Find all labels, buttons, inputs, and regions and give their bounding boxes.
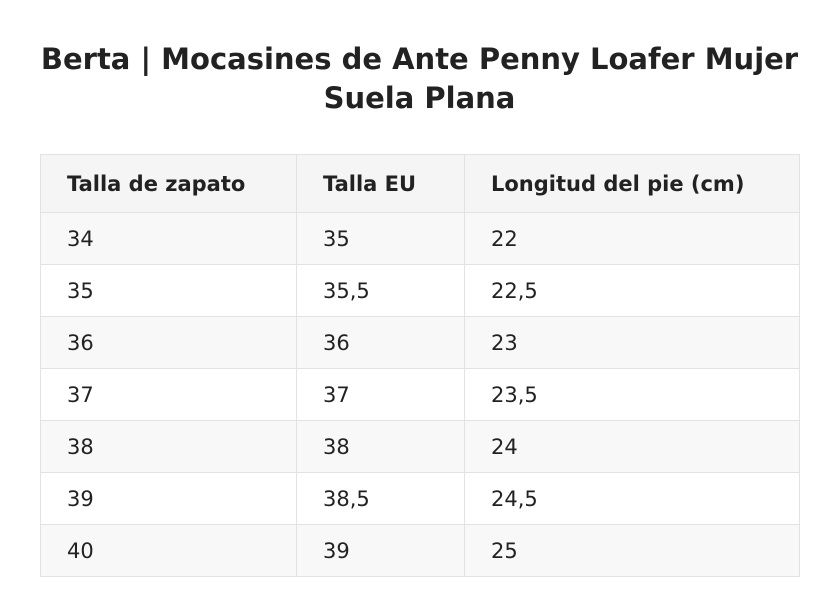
cell-shoe-size: 39 [40,472,297,525]
cell-shoe-size: 37 [40,368,297,421]
cell-foot-length: 23 [464,316,800,369]
cell-eu-size: 39 [296,524,465,577]
table-row: 38 38 24 [40,420,800,473]
cell-foot-length: 24,5 [464,472,800,525]
table-row: 36 36 23 [40,316,800,369]
cell-shoe-size: 40 [40,524,297,577]
cell-shoe-size: 35 [40,264,297,317]
table-row: 39 38,5 24,5 [40,472,800,525]
table-row: 40 39 25 [40,524,800,577]
cell-foot-length: 23,5 [464,368,800,421]
size-chart-table: Talla de zapato Talla EU Longitud del pi… [40,154,800,577]
cell-shoe-size: 36 [40,316,297,369]
cell-shoe-size: 38 [40,420,297,473]
cell-eu-size: 38,5 [296,472,465,525]
cell-eu-size: 38 [296,420,465,473]
table-row: 35 35,5 22,5 [40,264,800,317]
header-shoe-size: Talla de zapato [40,154,297,213]
table-row: 34 35 22 [40,212,800,265]
cell-eu-size: 35 [296,212,465,265]
cell-foot-length: 22,5 [464,264,800,317]
cell-foot-length: 25 [464,524,800,577]
cell-eu-size: 37 [296,368,465,421]
cell-eu-size: 35,5 [296,264,465,317]
header-foot-length: Longitud del pie (cm) [464,154,800,213]
table-row: 37 37 23,5 [40,368,800,421]
cell-foot-length: 22 [464,212,800,265]
header-eu-size: Talla EU [296,154,465,213]
cell-foot-length: 24 [464,420,800,473]
page-title: Berta | Mocasines de Ante Penny Loafer M… [40,42,799,115]
cell-eu-size: 36 [296,316,465,369]
cell-shoe-size: 34 [40,212,297,265]
table-header-row: Talla de zapato Talla EU Longitud del pi… [40,154,800,213]
